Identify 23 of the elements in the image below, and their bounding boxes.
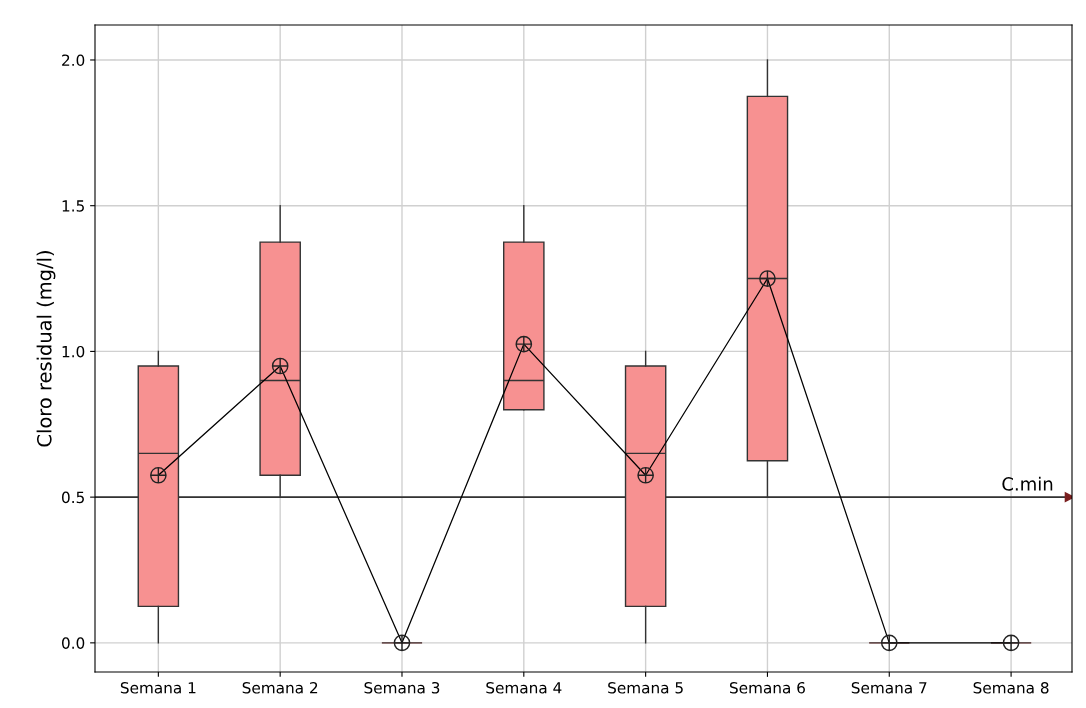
point [1002, 634, 1020, 652]
point [515, 335, 533, 353]
x-tick-label: Semana 1 [120, 681, 196, 694]
point [880, 634, 898, 652]
y-tick-label: 0.0 [61, 637, 85, 649]
x-tick-label: Semana 5 [608, 681, 683, 694]
x-tick-label: Semana 4 [486, 681, 562, 694]
y-tick-label: 1.5 [62, 200, 84, 212]
x-tick-label: Semana 6 [729, 681, 805, 694]
x-tick-label: Semana 3 [364, 681, 440, 694]
point [637, 466, 654, 484]
x-tick-label: Semana 8 [973, 681, 1049, 694]
x-tick-label: Semana 7 [851, 681, 927, 694]
point [271, 357, 289, 375]
point [393, 634, 411, 652]
y-tick-label: 2.0 [62, 54, 85, 66]
point [759, 270, 776, 287]
ref-line-label: C.min [1002, 476, 1053, 491]
y-tick-label: 1.0 [62, 345, 85, 358]
x-tick-label: Semana 2 [242, 681, 318, 694]
y-tick-label: 0.5 [61, 491, 84, 504]
y-axis-title: Cloro residual (mg/l) [36, 251, 56, 447]
point [150, 466, 167, 484]
